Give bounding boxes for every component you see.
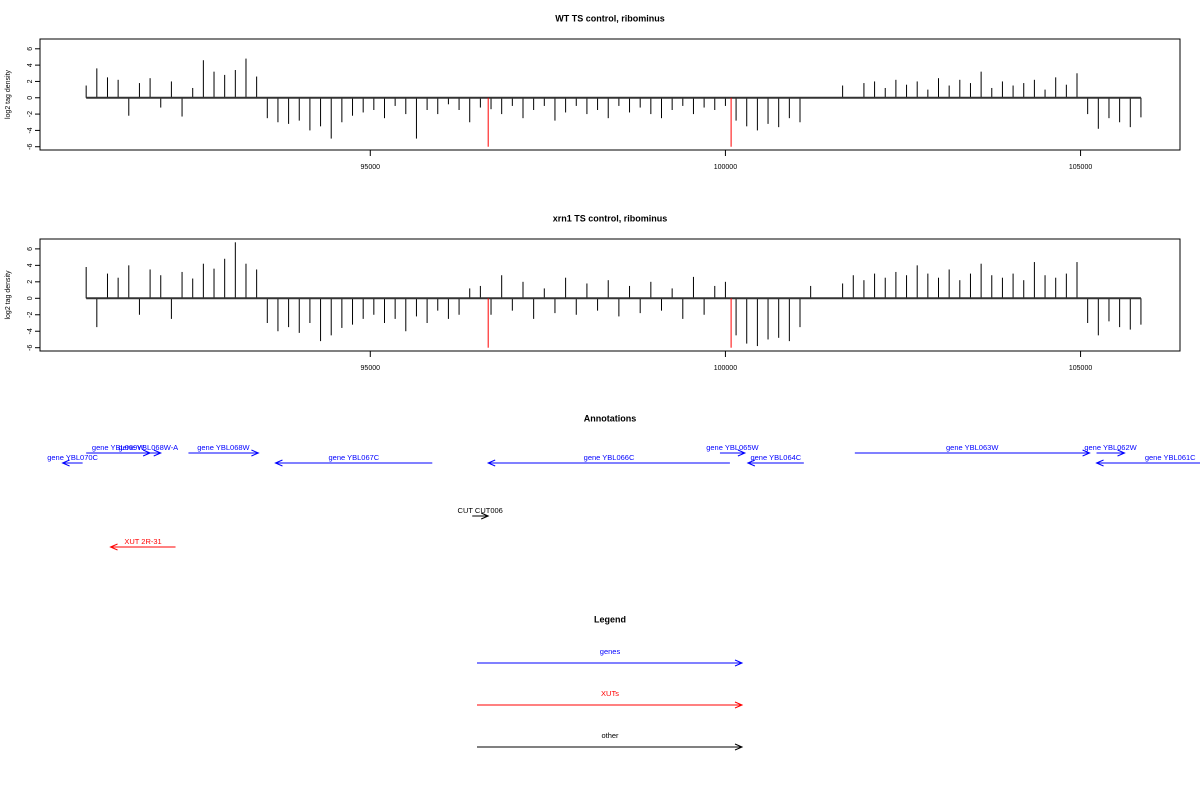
plot-frame	[39, 238, 1181, 352]
feature-label: gene YBL070C	[47, 453, 98, 462]
x-tick-label: 100000	[714, 164, 737, 171]
feature-arrow-head	[737, 449, 747, 457]
y-tick-label: -2	[27, 111, 34, 117]
track-panel: xrn1 TS control, ribominus log2 tag densi…	[5, 213, 1181, 372]
y-axis-label: log2 tag density	[5, 270, 12, 320]
y-tick-label: 6	[27, 247, 34, 251]
feature-label: gene YBL062W	[1084, 443, 1137, 452]
x-tick-label: 95000	[361, 164, 381, 171]
y-tick-label: 2	[27, 79, 34, 83]
feature-arrow-head	[1095, 459, 1104, 467]
feature-arrow-head	[61, 459, 70, 467]
y-tick-label: -4	[27, 328, 34, 334]
y-tick-label: 4	[27, 63, 34, 67]
x-tick-label: 95000	[361, 365, 381, 372]
feature-arrow-head	[109, 543, 118, 551]
x-tick-label: 105000	[1069, 164, 1092, 171]
feature-label: gene YBL064C	[750, 453, 801, 462]
feature-label: gene YBL065W	[706, 443, 759, 452]
feature-arrow-head	[251, 449, 260, 457]
feature-arrow-head	[274, 459, 283, 467]
y-tick-label: 0	[27, 96, 34, 100]
y-tick-label: 6	[27, 47, 34, 51]
feature-arrow-head	[1117, 449, 1126, 457]
feature-label: gene YBL063W	[946, 443, 999, 452]
y-tick-label: 2	[27, 280, 34, 284]
feature-label: gene YBL061C	[1145, 453, 1196, 462]
chart-title: WT TS control, ribominus	[555, 13, 665, 23]
feature-label: gene YBL068W-A	[118, 443, 178, 452]
legend-arrow-head	[734, 659, 744, 667]
track-panel: WT TS control, ribominus log2 tag density…	[5, 13, 1181, 171]
legend-arrow-head	[734, 743, 744, 751]
x-tick-label: 105000	[1069, 365, 1092, 372]
feature-label: gene YBL069W	[92, 443, 145, 452]
chart-title: xrn1 TS control, ribominus	[553, 213, 668, 223]
feature-arrow-head	[486, 459, 496, 467]
y-tick-label: -6	[27, 144, 34, 150]
x-tick-label: 100000	[714, 365, 737, 372]
y-axis-label: log2 tag density	[5, 69, 12, 119]
annotations-title: Annotations	[584, 413, 637, 423]
feature-arrow-head	[153, 449, 163, 457]
legend-label: XUTs	[601, 689, 619, 698]
feature-label: XUT 2R-31	[124, 537, 161, 546]
legend-arrow-head	[734, 701, 744, 709]
y-tick-label: 0	[27, 296, 34, 300]
feature-label: gene YBL067C	[328, 453, 379, 462]
y-tick-label: -4	[27, 127, 34, 133]
y-tick-label: 4	[27, 263, 34, 267]
feature-arrow-head	[746, 459, 756, 467]
y-tick-label: -6	[27, 344, 34, 350]
y-tick-label: -2	[27, 312, 34, 318]
feature-arrow-head	[1082, 449, 1091, 457]
feature-label: CUT CUT006	[458, 506, 503, 515]
legend-title: Legend	[594, 614, 626, 624]
feature-label: gene YBL068W	[197, 443, 250, 452]
feature-label: gene YBL066C	[584, 453, 635, 462]
legend-label: genes	[600, 647, 621, 656]
feature-arrow-head	[480, 512, 490, 520]
legend-label: other	[601, 731, 619, 740]
plot-frame	[39, 38, 1181, 151]
